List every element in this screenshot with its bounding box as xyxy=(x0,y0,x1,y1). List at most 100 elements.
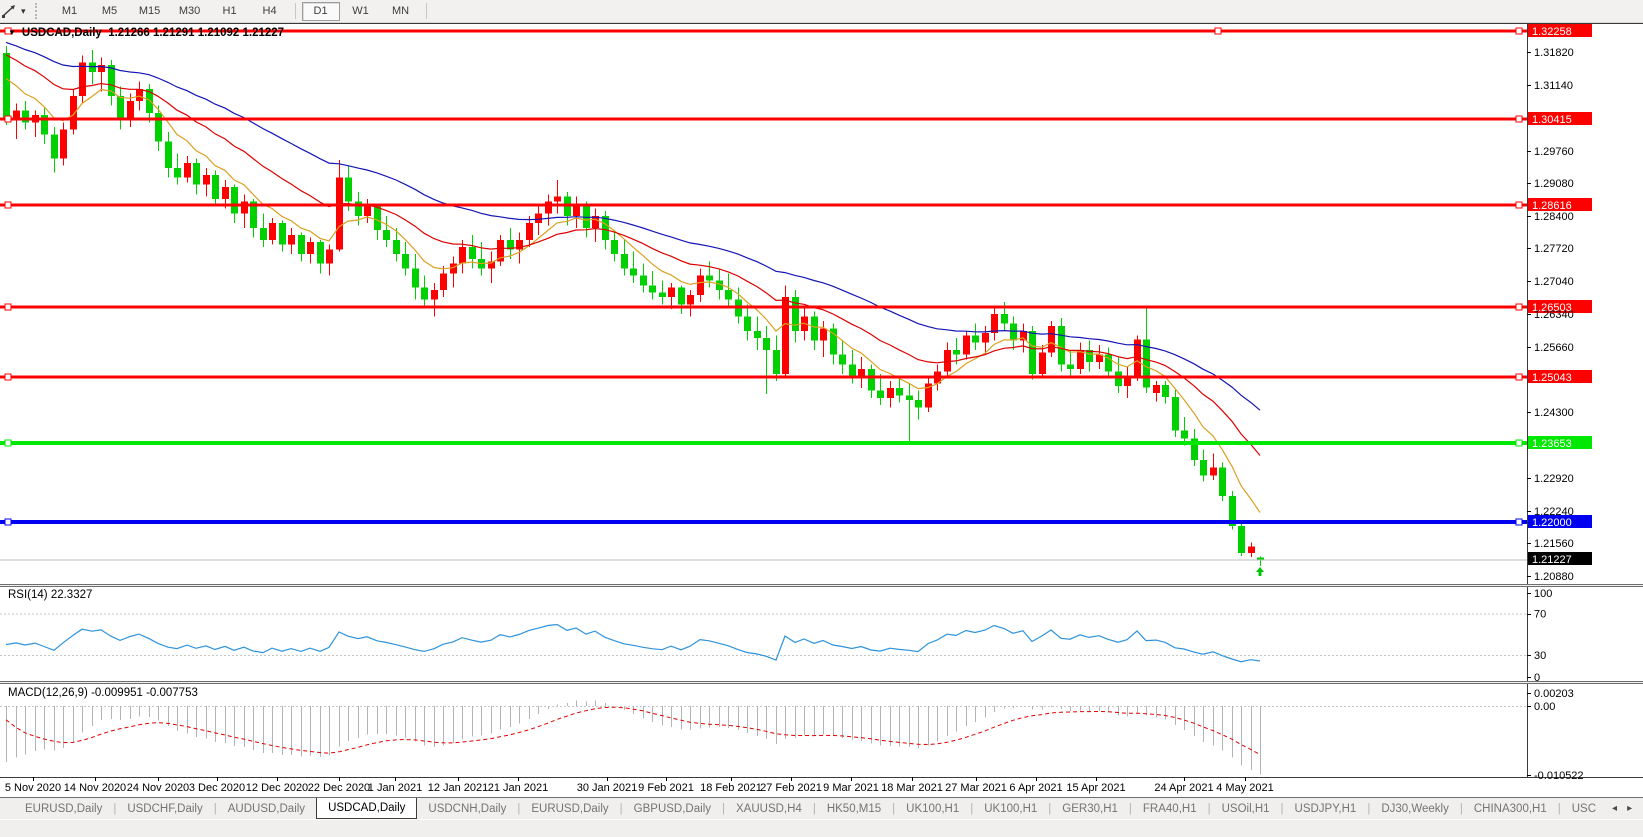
candle-body xyxy=(554,196,561,202)
chart-tab-CHINA300-H1[interactable]: CHINA300,H1 xyxy=(1473,802,1547,815)
candle-body xyxy=(621,254,628,269)
chart-tab-EURUSD-Daily[interactable]: EURUSD,Daily xyxy=(531,802,609,815)
timeframe-button-M30[interactable]: M30 xyxy=(178,4,201,17)
buy-signal-arrow-icon xyxy=(1256,567,1264,576)
chart-tab-USOil-H1[interactable]: USOil,H1 xyxy=(1221,802,1270,815)
tab-separator: | xyxy=(1128,802,1132,815)
price-axis-tick-label: 1.28400 xyxy=(1534,211,1574,223)
macd-signal-line xyxy=(5,706,1261,756)
chart-tab-USDCNH-Daily[interactable]: USDCNH,Daily xyxy=(428,802,507,815)
moving-average-line-mid xyxy=(5,54,1261,456)
candle-body xyxy=(678,287,685,305)
chart-tab-FRA40-H1[interactable]: FRA40,H1 xyxy=(1142,802,1197,815)
candle-body xyxy=(193,163,200,185)
candle-body xyxy=(820,328,827,341)
level-price-label: 1.26503 xyxy=(1532,302,1572,314)
candle-body xyxy=(1105,354,1112,372)
candle-body xyxy=(288,234,295,245)
chart-tab-USDCHF-Daily[interactable]: USDCHF,Daily xyxy=(127,802,203,815)
toolbar: ▾ M1 M5 M15 M30 H1 H4 D1 W1 MN xyxy=(0,0,1643,23)
chart-tab-USC[interactable]: USC xyxy=(1571,802,1597,815)
rsi-axis-label: 0 xyxy=(1534,672,1540,684)
time-axis-label: 12 Dec 2020 xyxy=(246,782,308,794)
timeframe-button-D1[interactable]: D1 xyxy=(301,1,340,21)
candle-body xyxy=(51,134,58,159)
candle-body xyxy=(108,64,115,97)
candle-body xyxy=(117,96,124,121)
chart-tab-UK100-H1[interactable]: UK100,H1 xyxy=(984,802,1038,815)
tab-separator: | xyxy=(1557,802,1561,815)
chart-tab-AUDUSD-Daily[interactable]: AUDUSD,Daily xyxy=(227,802,306,815)
timeframe-button-M15[interactable]: M15 xyxy=(138,4,161,17)
candle-body xyxy=(1210,467,1217,476)
price-axis-tick-label: 1.22920 xyxy=(1534,473,1574,485)
candle-body xyxy=(1115,371,1122,386)
level-anchor xyxy=(1515,303,1523,311)
candle-body xyxy=(184,163,191,178)
time-axis-label: 12 Jan 2021 xyxy=(428,782,489,794)
level-anchor xyxy=(1214,27,1222,35)
chart-tab-UK100-H1[interactable]: UK100,H1 xyxy=(906,802,960,815)
chart-tab-EURUSD-Daily[interactable]: EURUSD,Daily xyxy=(25,802,103,815)
candle-body xyxy=(896,388,903,396)
candle-body xyxy=(915,400,922,408)
candle-body xyxy=(963,335,970,355)
tab-scroll-left-icon[interactable]: ◂ xyxy=(1612,803,1618,814)
price-axis-tick-label: 1.29080 xyxy=(1534,178,1574,190)
timeframe-button-W1[interactable]: W1 xyxy=(352,4,369,17)
time-axis-label: 9 Mar 2021 xyxy=(823,782,879,794)
level-price-label-bg xyxy=(1528,300,1592,313)
timeframe-button-H4[interactable]: H4 xyxy=(262,4,277,17)
time-axis-label: 24 Nov 2020 xyxy=(127,782,189,794)
candle-body xyxy=(1001,314,1008,324)
level-anchor xyxy=(1515,518,1523,526)
candle-body xyxy=(241,201,248,214)
timeframe-button-H1[interactable]: H1 xyxy=(222,4,237,17)
macd-axis-label: 0.00203 xyxy=(1534,688,1574,700)
trendline-tool-icon[interactable] xyxy=(1,3,19,19)
chart-tab-GER30-H1[interactable]: GER30,H1 xyxy=(1062,802,1118,815)
price-axis-tick-label: 1.27720 xyxy=(1534,243,1574,255)
chart-tab-GBPUSD-Daily[interactable]: GBPUSD,Daily xyxy=(633,802,711,815)
time-axis-label: 14 Nov 2020 xyxy=(64,782,126,794)
collapse-arrow-icon[interactable]: ▼ xyxy=(8,28,16,37)
rsi-axis-label: 100 xyxy=(1534,588,1552,600)
level-price-label-bg xyxy=(1528,515,1592,528)
candle-body xyxy=(469,246,476,259)
candle-body xyxy=(326,249,333,264)
tab-scroll-right-icon[interactable]: ▸ xyxy=(1627,803,1633,814)
chart-tab-USDCAD-Daily[interactable]: USDCAD,Daily xyxy=(316,798,418,819)
candle-body xyxy=(630,268,637,276)
candle-body xyxy=(1048,325,1055,353)
tool-dropdown-caret-icon[interactable]: ▾ xyxy=(21,5,26,16)
level-anchor xyxy=(4,303,12,311)
candle-body xyxy=(70,96,77,130)
toolbar-grip xyxy=(34,3,41,19)
level-price-label: 1.32258 xyxy=(1532,26,1572,38)
candle-body xyxy=(811,316,818,341)
candle-body xyxy=(725,290,732,300)
candle-body xyxy=(592,215,599,228)
price-axis-tick-label: 1.26340 xyxy=(1534,309,1574,321)
price-axis-tick-label: 1.20880 xyxy=(1534,571,1574,583)
candle-body xyxy=(250,201,257,228)
timeframe-button-M1[interactable]: M1 xyxy=(61,4,78,17)
chart-tab-XAUUSD-H4[interactable]: XAUUSD,H4 xyxy=(736,802,802,815)
candle-body xyxy=(1058,325,1065,365)
timeframe-button-MN[interactable]: MN xyxy=(391,4,410,17)
candle-body xyxy=(307,242,314,255)
chart-tab-HK50-M15[interactable]: HK50,M15 xyxy=(826,802,882,815)
level-anchor xyxy=(4,373,12,381)
level-price-label-bg xyxy=(1528,24,1592,37)
rsi-axis-label: 30 xyxy=(1534,650,1546,662)
candle-body xyxy=(1029,330,1036,374)
level-anchor xyxy=(4,115,12,123)
moving-average-line-slow xyxy=(5,41,1261,411)
chart-tab-DJ30-Weekly[interactable]: DJ30,Weekly xyxy=(1381,802,1449,815)
timeframe-button-M5[interactable]: M5 xyxy=(101,4,118,17)
time-axis-label: 15 Apr 2021 xyxy=(1066,782,1125,794)
chart-tab-USDJPY-H1[interactable]: USDJPY,H1 xyxy=(1294,802,1357,815)
candle-body xyxy=(3,52,10,118)
price-axis-tick-label: 1.27040 xyxy=(1534,276,1574,288)
